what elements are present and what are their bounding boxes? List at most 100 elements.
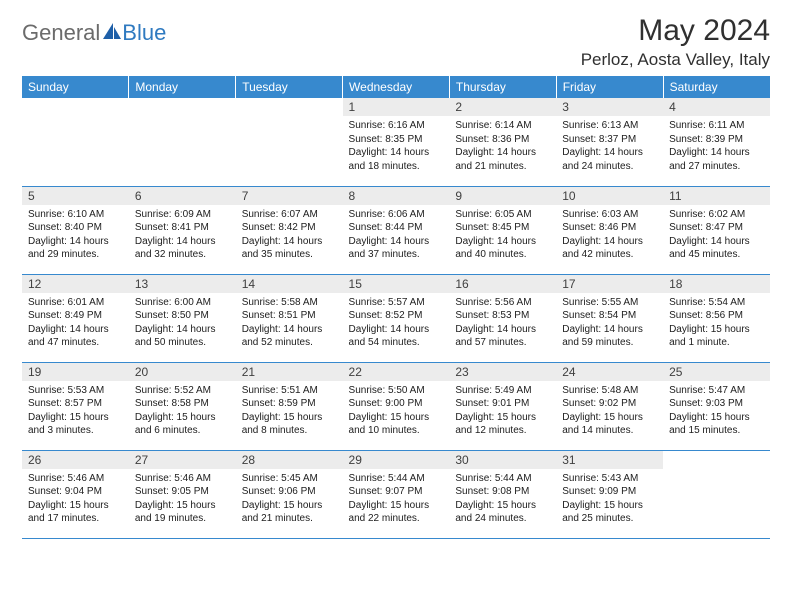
day-number bbox=[129, 98, 236, 116]
day-number: 30 bbox=[449, 451, 556, 469]
calendar-cell: 10Sunrise: 6:03 AMSunset: 8:46 PMDayligh… bbox=[556, 186, 663, 274]
sunset-text: Sunset: 8:35 PM bbox=[349, 133, 444, 147]
day-number: 31 bbox=[556, 451, 663, 469]
day-body: Sunrise: 5:51 AMSunset: 8:59 PMDaylight:… bbox=[236, 381, 343, 442]
calendar-cell: 25Sunrise: 5:47 AMSunset: 9:03 PMDayligh… bbox=[663, 362, 770, 450]
calendar-cell: 1 Sunrise: 6:16 AMSunset: 8:35 PMDaylight… bbox=[343, 98, 450, 186]
daylight-text: Daylight: 15 hours and 12 minutes. bbox=[455, 411, 550, 438]
day-body: Sunrise: 5:54 AMSunset: 8:56 PMDaylight:… bbox=[663, 293, 770, 354]
day-body: Sunrise: 5:53 AMSunset: 8:57 PMDaylight:… bbox=[22, 381, 129, 442]
location: Perloz, Aosta Valley, Italy bbox=[581, 50, 770, 70]
weekday-header-row: Sunday Monday Tuesday Wednesday Thursday… bbox=[22, 76, 770, 98]
day-number: 11 bbox=[663, 187, 770, 205]
daylight-text: Daylight: 14 hours and 52 minutes. bbox=[242, 323, 337, 350]
day-body: Sunrise: 5:50 AMSunset: 9:00 PMDaylight:… bbox=[343, 381, 450, 442]
sunset-text: Sunset: 9:07 PM bbox=[349, 485, 444, 499]
day-body: Sunrise: 6:02 AMSunset: 8:47 PMDaylight:… bbox=[663, 205, 770, 266]
day-number bbox=[663, 451, 770, 469]
sunset-text: Sunset: 8:40 PM bbox=[28, 221, 123, 235]
day-body: Sunrise: 6:09 AMSunset: 8:41 PMDaylight:… bbox=[129, 205, 236, 266]
day-body: Sunrise: 5:44 AMSunset: 9:08 PMDaylight:… bbox=[449, 469, 556, 530]
sunset-text: Sunset: 8:54 PM bbox=[562, 309, 657, 323]
sunrise-text: Sunrise: 6:02 AM bbox=[669, 208, 764, 222]
sunset-text: Sunset: 8:45 PM bbox=[455, 221, 550, 235]
sunset-text: Sunset: 9:02 PM bbox=[562, 397, 657, 411]
calendar-cell: 17 Sunrise: 5:55 AMSunset: 8:54 PMDayligh… bbox=[556, 274, 663, 362]
sunrise-text: Sunrise: 5:44 AM bbox=[455, 472, 550, 486]
logo-sail-icon bbox=[102, 22, 122, 45]
day-body: Sunrise: 5:47 AMSunset: 9:03 PMDaylight:… bbox=[663, 381, 770, 442]
day-body: Sunrise: 5:49 AMSunset: 9:01 PMDaylight:… bbox=[449, 381, 556, 442]
sunrise-text: Sunrise: 6:13 AM bbox=[562, 119, 657, 133]
sunrise-text: Sunrise: 5:50 AM bbox=[349, 384, 444, 398]
daylight-text: Daylight: 14 hours and 47 minutes. bbox=[28, 323, 123, 350]
sunrise-text: Sunrise: 5:57 AM bbox=[349, 296, 444, 310]
day-number: 21 bbox=[236, 363, 343, 381]
day-number: 7 bbox=[236, 187, 343, 205]
day-number: 18 bbox=[663, 275, 770, 293]
calendar-cell bbox=[129, 98, 236, 186]
day-body: Sunrise: 5:58 AMSunset: 8:51 PMDaylight:… bbox=[236, 293, 343, 354]
day-body: Sunrise: 6:01 AMSunset: 8:49 PMDaylight:… bbox=[22, 293, 129, 354]
day-number: 17 bbox=[556, 275, 663, 293]
daylight-text: Daylight: 14 hours and 59 minutes. bbox=[562, 323, 657, 350]
sunset-text: Sunset: 9:04 PM bbox=[28, 485, 123, 499]
sunrise-text: Sunrise: 6:14 AM bbox=[455, 119, 550, 133]
day-number: 6 bbox=[129, 187, 236, 205]
day-body: Sunrise: 6:10 AMSunset: 8:40 PMDaylight:… bbox=[22, 205, 129, 266]
weekday-header: Saturday bbox=[663, 76, 770, 98]
sunset-text: Sunset: 8:50 PM bbox=[135, 309, 230, 323]
calendar-cell: 15Sunrise: 5:57 AMSunset: 8:52 PMDayligh… bbox=[343, 274, 450, 362]
day-body: Sunrise: 5:57 AMSunset: 8:52 PMDaylight:… bbox=[343, 293, 450, 354]
day-number: 8 bbox=[343, 187, 450, 205]
month-title: May 2024 bbox=[581, 14, 770, 48]
day-number: 15 bbox=[343, 275, 450, 293]
sunrise-text: Sunrise: 5:58 AM bbox=[242, 296, 337, 310]
sunset-text: Sunset: 9:01 PM bbox=[455, 397, 550, 411]
sunrise-text: Sunrise: 6:16 AM bbox=[349, 119, 444, 133]
daylight-text: Daylight: 14 hours and 18 minutes. bbox=[349, 146, 444, 173]
day-number: 13 bbox=[129, 275, 236, 293]
calendar-row: 12Sunrise: 6:01 AMSunset: 8:49 PMDayligh… bbox=[22, 274, 770, 362]
calendar-cell: 26Sunrise: 5:46 AMSunset: 9:04 PMDayligh… bbox=[22, 450, 129, 538]
day-number: 5 bbox=[22, 187, 129, 205]
sunset-text: Sunset: 8:53 PM bbox=[455, 309, 550, 323]
calendar-cell: 14Sunrise: 5:58 AMSunset: 8:51 PMDayligh… bbox=[236, 274, 343, 362]
sunrise-text: Sunrise: 6:11 AM bbox=[669, 119, 764, 133]
logo-text-blue: Blue bbox=[122, 20, 166, 46]
calendar-cell: 31Sunrise: 5:43 AMSunset: 9:09 PMDayligh… bbox=[556, 450, 663, 538]
sunset-text: Sunset: 8:51 PM bbox=[242, 309, 337, 323]
sunrise-text: Sunrise: 5:48 AM bbox=[562, 384, 657, 398]
sunrise-text: Sunrise: 5:51 AM bbox=[242, 384, 337, 398]
day-number: 1 bbox=[343, 98, 450, 116]
sunset-text: Sunset: 8:46 PM bbox=[562, 221, 657, 235]
weekday-header: Sunday bbox=[22, 76, 129, 98]
day-body: Sunrise: 6:11 AMSunset: 8:39 PMDaylight:… bbox=[663, 116, 770, 177]
daylight-text: Daylight: 14 hours and 21 minutes. bbox=[455, 146, 550, 173]
day-number: 4 bbox=[663, 98, 770, 116]
day-number: 9 bbox=[449, 187, 556, 205]
sunset-text: Sunset: 8:52 PM bbox=[349, 309, 444, 323]
daylight-text: Daylight: 15 hours and 6 minutes. bbox=[135, 411, 230, 438]
day-body: Sunrise: 6:07 AMSunset: 8:42 PMDaylight:… bbox=[236, 205, 343, 266]
calendar-cell: 23Sunrise: 5:49 AMSunset: 9:01 PMDayligh… bbox=[449, 362, 556, 450]
calendar-row: 1Sunrise: 6:16 AMSunset: 8:35 PMDaylight… bbox=[22, 98, 770, 186]
weekday-header: Monday bbox=[129, 76, 236, 98]
sunrise-text: Sunrise: 5:46 AM bbox=[28, 472, 123, 486]
sunrise-text: Sunrise: 5:55 AM bbox=[562, 296, 657, 310]
daylight-text: Daylight: 15 hours and 3 minutes. bbox=[28, 411, 123, 438]
sunset-text: Sunset: 8:57 PM bbox=[28, 397, 123, 411]
daylight-text: Daylight: 14 hours and 32 minutes. bbox=[135, 235, 230, 262]
day-body: Sunrise: 5:48 AMSunset: 9:02 PMDaylight:… bbox=[556, 381, 663, 442]
daylight-text: Daylight: 14 hours and 45 minutes. bbox=[669, 235, 764, 262]
calendar-cell: 22Sunrise: 5:50 AMSunset: 9:00 PMDayligh… bbox=[343, 362, 450, 450]
calendar-row: 19Sunrise: 5:53 AMSunset: 8:57 PMDayligh… bbox=[22, 362, 770, 450]
calendar-cell: 24Sunrise: 5:48 AMSunset: 9:02 PMDayligh… bbox=[556, 362, 663, 450]
sunrise-text: Sunrise: 5:43 AM bbox=[562, 472, 657, 486]
sunrise-text: Sunrise: 6:05 AM bbox=[455, 208, 550, 222]
sunset-text: Sunset: 8:37 PM bbox=[562, 133, 657, 147]
calendar-cell: 7Sunrise: 6:07 AMSunset: 8:42 PMDaylight… bbox=[236, 186, 343, 274]
day-body: Sunrise: 6:14 AMSunset: 8:36 PMDaylight:… bbox=[449, 116, 556, 177]
sunset-text: Sunset: 8:56 PM bbox=[669, 309, 764, 323]
day-number: 23 bbox=[449, 363, 556, 381]
